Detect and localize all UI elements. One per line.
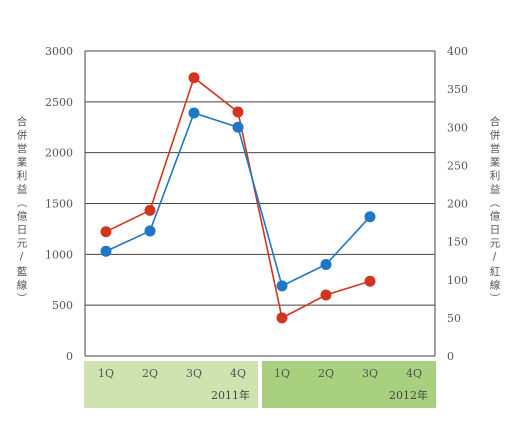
left-axis-ticks: 0 500 1000 1500 2000 2500 3000 [45,45,73,363]
quarter-labels: 1Q 2Q 3Q 4Q 1Q 2Q 3Q 4Q [98,367,422,380]
left-tick-label: 1500 [45,198,73,211]
data-point [320,259,332,270]
data-point [188,72,200,84]
data-point [144,204,156,216]
data-point [320,289,332,301]
quarter-label: 1Q [274,367,290,380]
data-point [100,245,112,257]
data-point [364,211,376,223]
year-band [262,361,436,408]
left-tick-label: 0 [66,350,73,363]
right-tick-label: 100 [447,274,468,287]
right-axis-ticks: 0 50 100 150 200 250 300 350 400 [447,45,468,363]
quarter-label: 2Q [142,367,158,380]
data-point [100,226,112,238]
data-point [232,121,244,133]
left-tick-label: 1000 [45,248,73,261]
quarter-label: 1Q [98,367,114,380]
right-tick-label: 150 [447,236,468,249]
right-tick-label: 200 [447,198,468,211]
right-tick-label: 400 [447,45,468,58]
right-tick-label: 50 [447,312,461,325]
quarter-label: 3Q [362,367,378,380]
series-group [100,72,376,324]
left-tick-label: 500 [52,299,73,312]
right-tick-label: 0 [447,350,454,363]
quarter-label: 2Q [318,367,334,380]
data-point [276,312,288,324]
left-tick-label: 3000 [45,45,73,58]
quarter-label: 4Q [406,367,422,380]
right-tick-label: 350 [447,83,468,96]
plot-frame [84,50,436,357]
data-point [364,275,376,287]
gridlines [85,101,435,306]
year-band [84,361,258,408]
right-axis-label: 合併営業利益（億日元/紅線） [488,116,501,307]
year-label: 2012年 [389,388,428,402]
right-tick-label: 250 [447,159,468,172]
data-point [276,280,288,292]
data-point [232,106,244,118]
series-line [105,112,371,287]
quarter-label: 3Q [186,367,202,380]
left-axis-label: 合併営業利益（億日元/藍線） [15,116,28,307]
quarter-label: 4Q [230,367,246,380]
year-bands: 2011年 2012年 [84,361,436,408]
left-tick-label: 2000 [45,147,73,160]
right-tick-label: 300 [447,121,468,134]
left-tick-label: 2500 [45,96,73,109]
year-label: 2011年 [211,388,250,402]
data-point [188,107,200,119]
data-point [144,225,156,237]
